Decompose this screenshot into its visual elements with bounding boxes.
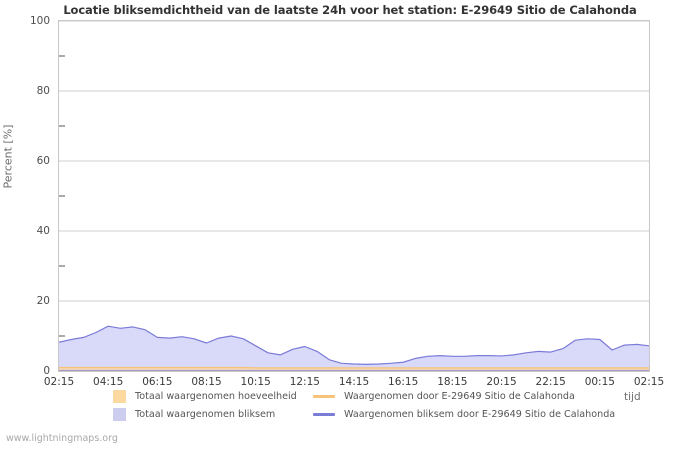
series-area-1 (59, 368, 649, 371)
plot-area (58, 20, 650, 372)
plot-canvas (59, 21, 649, 371)
legend-line-icon (313, 394, 335, 398)
x-tick-label-7: 16:15 (388, 376, 419, 388)
y-tick-label-0: 0 (43, 365, 50, 377)
x-tick-label-6: 14:15 (338, 376, 370, 388)
x-tick-label-3: 08:15 (191, 376, 222, 388)
legend-item-0[interactable]: Totaal waargenomen hoeveelheid (113, 388, 297, 404)
x-axis-label: tijd (624, 391, 641, 403)
x-tick-label-10: 22:15 (535, 376, 566, 388)
x-tick-label-1: 04:15 (93, 376, 124, 388)
x-tick-label-0: 02:15 (43, 376, 75, 388)
legend-label: Waargenomen door E-29649 Sitio de Calaho… (344, 390, 575, 402)
x-tick-label-9: 20:15 (486, 376, 517, 388)
x-tick-label-11: 00:15 (584, 376, 615, 388)
x-tick-label-4: 10:15 (240, 376, 271, 388)
legend-label: Totaal waargenomen bliksem (135, 408, 276, 420)
legend-swatch-icon (113, 389, 126, 403)
y-tick-label-20: 20 (36, 295, 50, 307)
legend-item-3[interactable]: Waargenomen bliksem door E-29649 Sitio d… (313, 406, 615, 422)
chart-title: Locatie bliksemdichtheid van de laatste … (63, 3, 637, 17)
watermark: www.lightningmaps.org (6, 433, 118, 444)
legend-item-2[interactable]: Totaal waargenomen bliksem (113, 406, 275, 422)
legend-item-1[interactable]: Waargenomen door E-29649 Sitio de Calaho… (313, 388, 575, 404)
x-tick-label-8: 18:15 (437, 376, 468, 388)
y-tick-label-80: 80 (36, 85, 50, 97)
y-tick-label-60: 60 (36, 155, 50, 167)
legend-line-icon (313, 412, 335, 416)
y-tick-label-40: 40 (36, 225, 50, 237)
x-tick-label-12: 02:15 (633, 376, 665, 388)
series-area-0 (59, 326, 649, 371)
legend-label: Waargenomen bliksem door E-29649 Sitio d… (344, 408, 616, 420)
x-tick-label-2: 06:15 (142, 376, 173, 388)
x-tick-label-5: 12:15 (289, 376, 320, 388)
legend-swatch-icon (113, 407, 126, 421)
legend-label: Totaal waargenomen hoeveelheid (135, 390, 297, 402)
y-tick-label-100: 100 (29, 15, 50, 27)
chart-legend: Totaal waargenomen hoeveelheid Waargenome… (0, 388, 700, 424)
